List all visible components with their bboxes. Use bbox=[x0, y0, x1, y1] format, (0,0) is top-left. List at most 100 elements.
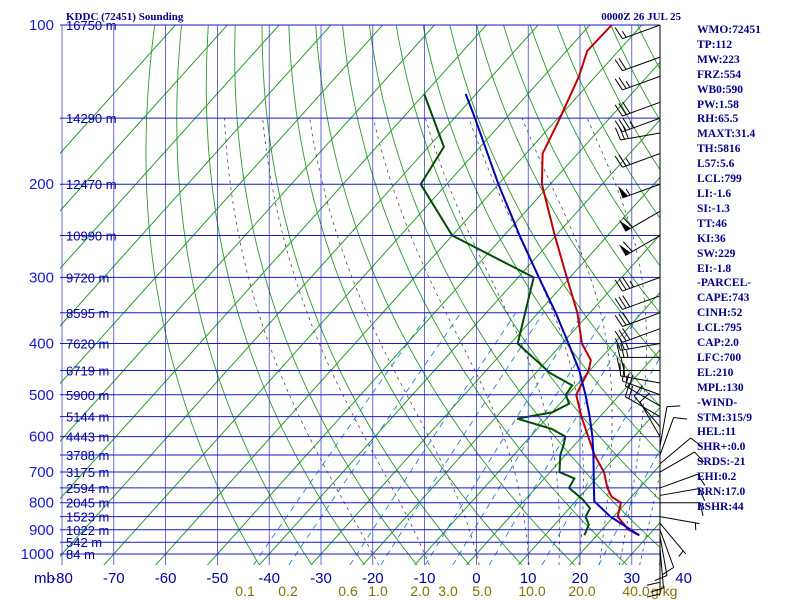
wind-barb-full bbox=[622, 101, 631, 114]
wind-barb-staff bbox=[659, 488, 700, 496]
height-label: 5144 m bbox=[66, 410, 109, 425]
wind-barb-staff bbox=[659, 406, 668, 447]
wind-barbs bbox=[614, 24, 706, 598]
wind-barb bbox=[659, 451, 705, 473]
wind-barb-full bbox=[673, 416, 687, 420]
height-label: 2594 m bbox=[66, 481, 109, 496]
wind-barb-full bbox=[646, 581, 661, 586]
wind-barb-staff bbox=[620, 132, 661, 141]
wind-barb-full bbox=[614, 279, 623, 292]
wind-barb bbox=[624, 373, 661, 407]
wind-barb bbox=[616, 344, 660, 358]
sounding-index: WMO:72451 bbox=[697, 24, 761, 36]
wind-barb-full bbox=[619, 362, 622, 377]
wind-barb-half bbox=[625, 188, 631, 196]
wind-barb-half bbox=[629, 121, 635, 128]
wind-barb-full bbox=[614, 155, 623, 168]
sounding-index: -WIND- bbox=[697, 396, 738, 409]
isotherm-line bbox=[155, 25, 643, 565]
sounding-index: SRDS:-21 bbox=[697, 456, 746, 469]
sounding-index: FRZ:554 bbox=[697, 68, 742, 81]
sounding-index: SHR+:0.0 bbox=[697, 441, 746, 454]
sounding-index: BSHR:44 bbox=[697, 501, 744, 513]
sounding-index: TH:5816 bbox=[697, 143, 741, 156]
sounding-index: KI:36 bbox=[697, 232, 726, 245]
sounding-index: SW:229 bbox=[697, 247, 736, 260]
wind-barb-staff bbox=[659, 473, 698, 489]
sounding-index: LFC:700 bbox=[697, 351, 742, 364]
wind-barb-full bbox=[628, 375, 634, 389]
wind-barb-flag bbox=[618, 244, 631, 256]
temperature-tick-label: 30 bbox=[623, 570, 640, 587]
wind-barb-staff bbox=[622, 24, 661, 40]
height-label: 14290 m bbox=[66, 111, 117, 126]
isotherm-line bbox=[60, 25, 177, 155]
wind-barb-staff bbox=[622, 153, 661, 168]
wind-barb bbox=[614, 24, 661, 40]
wind-barb bbox=[614, 276, 661, 292]
wind-barb-full bbox=[618, 278, 627, 290]
temperature-tick-label: -60 bbox=[155, 570, 177, 587]
temperature-tick-label: -80 bbox=[51, 570, 73, 587]
sounding-index: MPL:130 bbox=[697, 381, 744, 394]
isotherm-line bbox=[258, 119, 660, 565]
wind-barb-staff bbox=[659, 417, 675, 456]
wind-barb-full bbox=[628, 385, 634, 399]
wind-barb bbox=[659, 523, 687, 557]
wind-barb-full bbox=[618, 154, 627, 167]
wind-barb bbox=[650, 548, 664, 593]
wind-barb-staff bbox=[622, 183, 661, 199]
wind-barb bbox=[614, 312, 661, 327]
wind-barb-full bbox=[618, 119, 627, 131]
wind-barb bbox=[660, 502, 704, 516]
height-label: 4443 m bbox=[66, 430, 109, 445]
isotherm-line bbox=[60, 25, 280, 270]
sounding-index: MAXT:31.4 bbox=[697, 128, 756, 141]
temperature-tick-label: 10 bbox=[520, 570, 537, 587]
sounding-index: CINH:52 bbox=[697, 307, 743, 320]
wind-barb-full bbox=[690, 437, 702, 447]
sounding-index: HEL:11 bbox=[697, 426, 736, 439]
wind-barb-staff bbox=[622, 380, 661, 396]
isotherm-line bbox=[60, 25, 539, 557]
temperature-tick-label: 40 bbox=[675, 570, 692, 587]
height-label: 5900 m bbox=[66, 388, 109, 403]
wind-barb-staff bbox=[659, 548, 664, 589]
sounding-index: LCL:795 bbox=[697, 322, 742, 335]
mixing-ratio-line bbox=[541, 356, 660, 565]
sounding-index: BRN:17.0 bbox=[697, 486, 746, 499]
height-label: 10990 m bbox=[66, 229, 117, 244]
wind-barb-full bbox=[618, 77, 627, 89]
wind-barb bbox=[659, 416, 687, 456]
wind-barb-full bbox=[622, 312, 631, 325]
wind-barb-full bbox=[624, 383, 630, 397]
wind-barb-half bbox=[621, 30, 627, 38]
wind-barb bbox=[646, 542, 661, 586]
sounding-index: EL:210 bbox=[697, 366, 734, 379]
height-label: 2045 m bbox=[66, 496, 109, 511]
sounding-index: EHI:0.2 bbox=[697, 471, 737, 484]
temperature-tick-label: -20 bbox=[362, 570, 384, 587]
sounding-time: 0000Z 26 JUL 25 bbox=[601, 11, 681, 23]
mixing-ratio-label: 1.0 bbox=[368, 583, 388, 599]
wind-barb-half bbox=[626, 350, 629, 358]
height-label: 8595 m bbox=[66, 306, 109, 321]
wind-barb-full bbox=[622, 295, 631, 308]
wind-barb-staff bbox=[625, 235, 661, 256]
temperature-tick-label: -10 bbox=[414, 570, 436, 587]
wind-barb bbox=[654, 536, 668, 582]
height-label: 16750 m bbox=[66, 18, 117, 33]
sounding-index: MW:223 bbox=[697, 53, 740, 66]
height-label: 12470 m bbox=[66, 177, 117, 192]
wind-barb-full bbox=[699, 502, 704, 516]
wind-barb-full bbox=[646, 593, 661, 598]
mixing-ratio-label: 5.0 bbox=[472, 583, 492, 599]
isobars bbox=[60, 24, 660, 555]
wind-barb-staff bbox=[659, 516, 700, 525]
isotherm-line bbox=[60, 25, 228, 212]
isotherm-line bbox=[60, 25, 436, 442]
wind-barb bbox=[614, 75, 661, 91]
wind-barb-full bbox=[620, 344, 625, 358]
wind-barb-staff bbox=[659, 529, 675, 568]
